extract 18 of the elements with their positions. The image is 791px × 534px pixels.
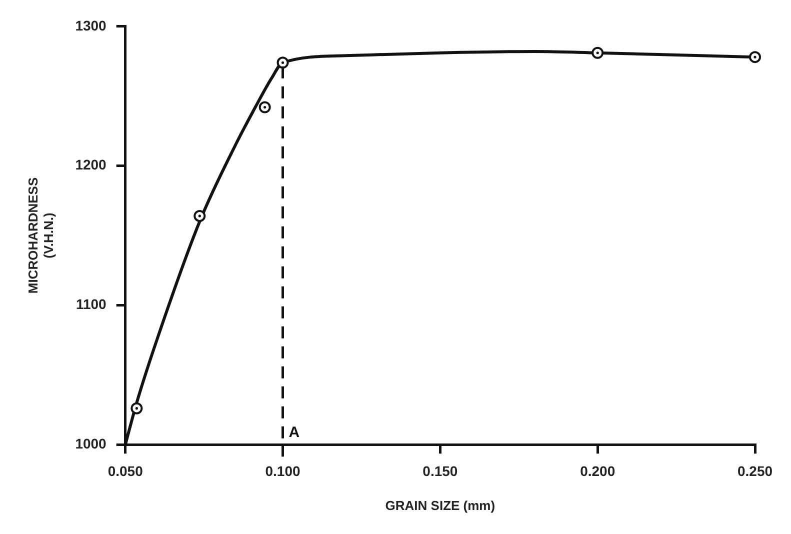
x-tick-label: 0.250 [737,462,773,479]
point [749,51,761,64]
y-tick-label: 1300 [75,17,107,34]
point [130,402,143,414]
x-tick-label: 0.100 [265,462,300,479]
x-tick-label: 0.150 [422,462,458,479]
x-axis-title: GRAIN SIZE (mm) [385,498,496,513]
y-axis-title: MICROHARDNESS (V.H.N.) [25,177,56,294]
point [258,101,271,114]
point [194,210,206,222]
y-tick-label: 1200 [75,156,107,173]
y-tick-label: 1000 [75,435,107,452]
x-tick-label: 0.050 [108,462,144,479]
point [592,46,604,59]
y-tick-label: 1100 [76,296,107,312]
point [276,56,289,69]
x-tick-label: 0.200 [580,462,616,479]
ref-line-label: A [288,424,300,442]
